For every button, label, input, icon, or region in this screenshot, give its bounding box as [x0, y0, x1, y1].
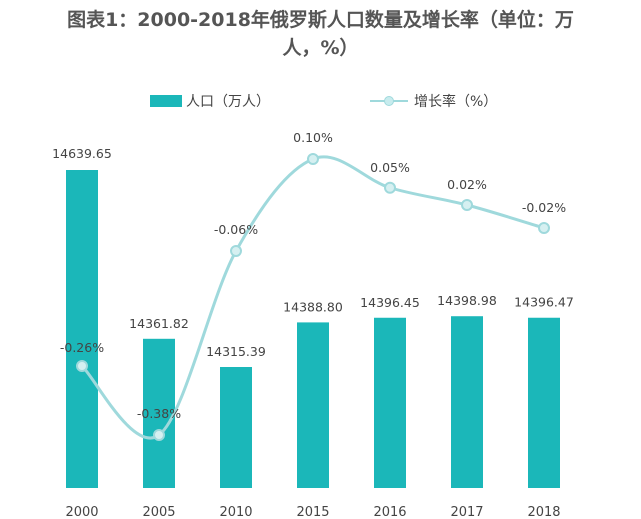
- growth-rate-point-2000: [76, 360, 88, 372]
- x-tick-2018: 2018: [527, 505, 560, 519]
- legend-label-population: 人口（万人）: [186, 94, 270, 110]
- growth-rate-point-2018: [538, 222, 550, 234]
- bar-label-2018: 14396.47: [514, 295, 574, 310]
- growth-rate-label-2018: -0.02%: [522, 200, 566, 215]
- bar-2000: [66, 170, 98, 488]
- bar-2005: [143, 338, 175, 488]
- legend-swatch-growth-rate: [370, 95, 408, 107]
- growth-rate-point-2016: [384, 181, 396, 194]
- growth-rate-label-2016: 0.05%: [370, 160, 410, 175]
- growth-rate-label-2000: -0.26%: [60, 340, 104, 355]
- legend-label-growth-rate: 增长率（%）: [414, 94, 498, 110]
- growth-rate-point-2017: [461, 199, 473, 211]
- chart-title: 图表1：2000-2018年俄罗斯人口数量及增长率（单位：万 人，%）: [0, 6, 641, 62]
- x-tick-2010: 2010: [219, 505, 252, 519]
- bar-label-2000: 14639.65: [52, 146, 112, 161]
- legend-item-growth-rate: 增长率（%）: [370, 90, 497, 112]
- growth-rate-label-2005: -0.38%: [137, 406, 181, 421]
- x-tick-2005: 2005: [142, 505, 175, 519]
- chart-title-line1: 图表1：2000-2018年俄罗斯人口数量及增长率（单位：万: [67, 9, 574, 31]
- bar-label-2010: 14315.39: [206, 344, 266, 359]
- growth-rate-label-2015: 0.10%: [293, 130, 333, 145]
- x-tick-2000: 2000: [65, 505, 98, 519]
- bar-2015: [297, 322, 329, 488]
- x-tick-2017: 2017: [450, 505, 483, 519]
- bar-label-2016: 14396.45: [360, 295, 420, 310]
- bar-label-2005: 14361.82: [129, 316, 189, 331]
- chart-title-line2: 人，%）: [282, 37, 359, 59]
- bar-label-2017: 14398.98: [437, 293, 497, 308]
- legend-swatch-population: [150, 95, 182, 107]
- bar-2016: [374, 317, 406, 488]
- chart-legend: 人口（万人） 增长率（%）: [0, 90, 641, 112]
- growth-rate-point-2010: [230, 245, 242, 257]
- bar-2010: [220, 367, 252, 488]
- growth-rate-label-2010: -0.06%: [214, 222, 258, 237]
- bar-label-2015: 14388.80: [283, 299, 343, 314]
- growth-rate-point-2015: [307, 153, 319, 165]
- bar-2018: [528, 317, 560, 488]
- bar-2017: [451, 316, 483, 488]
- x-tick-2015: 2015: [296, 505, 329, 519]
- growth-rate-point-2005: [153, 429, 165, 441]
- growth-rate-label-2017: 0.02%: [447, 177, 487, 192]
- legend-item-population: 人口（万人）: [150, 90, 270, 112]
- x-tick-2016: 2016: [373, 505, 406, 519]
